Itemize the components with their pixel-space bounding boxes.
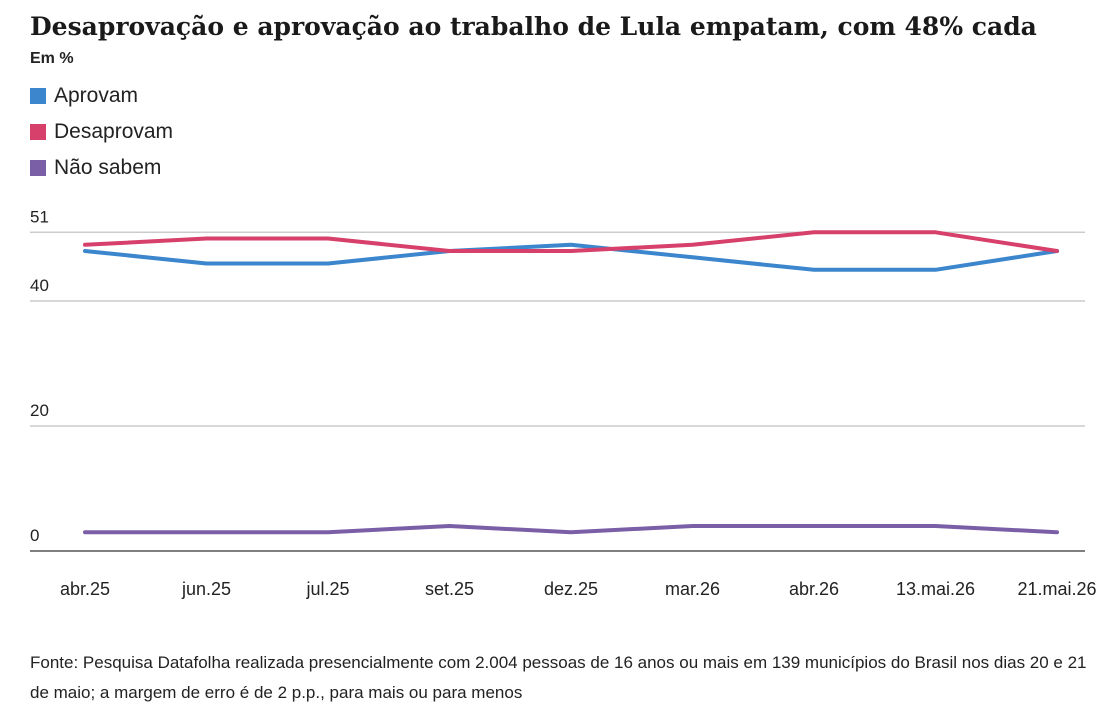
series-line-1 — [83, 230, 1059, 253]
x-tick-label-8: 21.mai.26 — [1017, 579, 1096, 599]
y-tick-label-40: 40 — [30, 276, 49, 295]
unit-label: Em % — [30, 50, 74, 67]
legend: Aprovam Desaprovam Não sabem — [30, 78, 173, 186]
y-tick-label-20: 20 — [30, 401, 49, 420]
x-tick-label-6: abr.26 — [789, 579, 839, 599]
legend-item-aprovam: Aprovam — [30, 78, 173, 114]
y-tick-label-0: 0 — [30, 526, 39, 545]
source-note: Fonte: Pesquisa Datafolha realizada pres… — [30, 653, 1087, 702]
chart-title: Desaprovação e aprovação ao trabalho de … — [30, 12, 1037, 41]
legend-swatch-aprovam — [30, 88, 46, 104]
series-line-0 — [83, 242, 1059, 272]
legend-swatch-nao-sabem — [30, 160, 46, 176]
x-tick-label-2: jul.25 — [305, 579, 349, 599]
legend-label-desaprovam: Desaprovam — [54, 120, 174, 143]
x-tick-label-5: mar.26 — [665, 579, 720, 599]
legend-item-desaprovam: Desaprovam — [30, 114, 173, 150]
legend-swatch-desaprovam — [30, 124, 46, 140]
x-tick-label-0: abr.25 — [60, 579, 110, 599]
x-tick-label-4: dez.25 — [544, 579, 598, 599]
series-line-2 — [83, 524, 1059, 535]
legend-label-nao-sabem: Não sabem — [54, 156, 162, 179]
x-tick-label-7: 13.mai.26 — [896, 579, 975, 599]
y-tick-label-51: 51 — [30, 207, 49, 226]
x-tick-label-3: set.25 — [425, 579, 474, 599]
legend-label-aprovam: Aprovam — [54, 84, 139, 107]
x-tick-label-1: jun.25 — [181, 579, 231, 599]
legend-item-nao-sabem: Não sabem — [30, 150, 173, 186]
